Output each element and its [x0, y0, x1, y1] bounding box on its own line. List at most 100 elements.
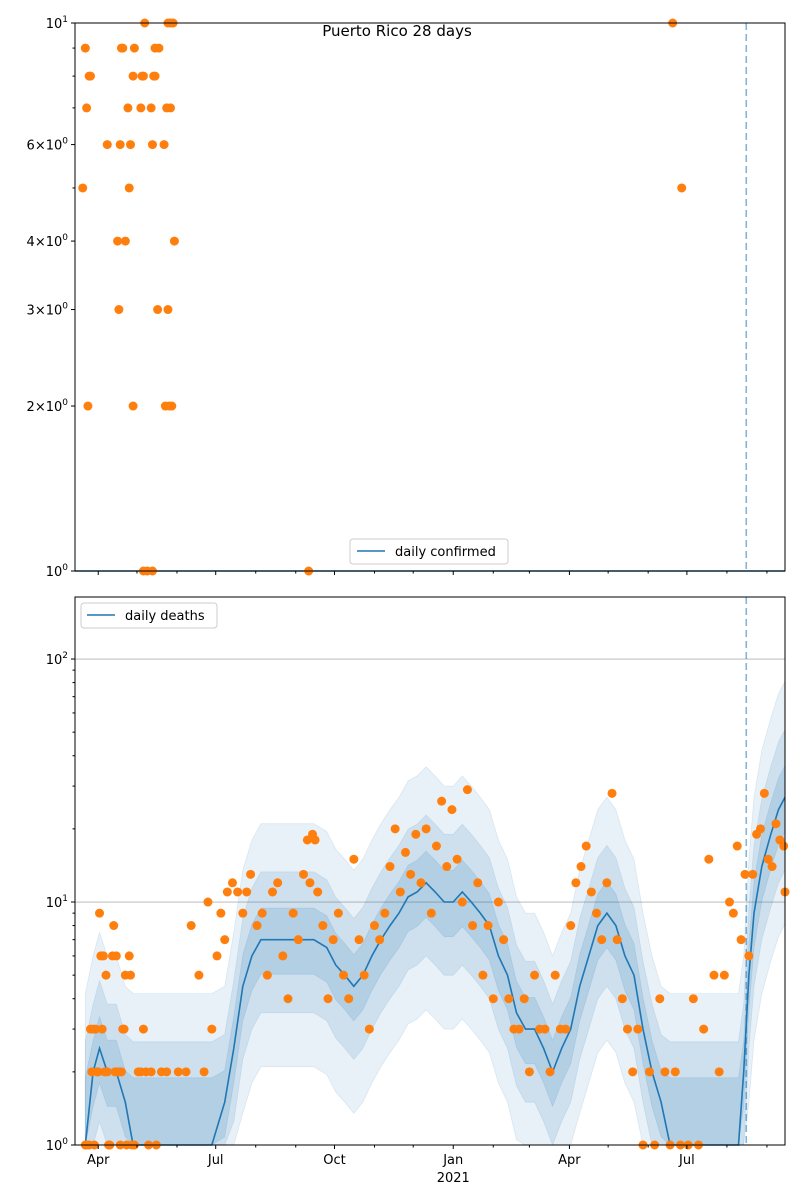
deaths-point	[540, 1024, 550, 1034]
deaths-axes-frame	[74, 596, 786, 1146]
x-tick-label: Jul	[678, 1153, 695, 1168]
deaths-point	[545, 1067, 555, 1077]
deaths-x-ticks: Apr Jul Oct Jan Apr Jul	[87, 1145, 768, 1168]
confirmed-point	[85, 71, 95, 81]
deaths-point	[561, 1024, 571, 1034]
deaths-point	[586, 887, 596, 897]
deaths-point	[262, 970, 272, 980]
deaths-point	[576, 862, 586, 872]
deaths-point	[252, 921, 262, 931]
deaths-point	[566, 921, 576, 931]
deaths-point	[146, 1067, 156, 1077]
deaths-point	[111, 951, 121, 961]
deaths-point	[519, 994, 529, 1004]
deaths-point	[617, 994, 627, 1004]
deaths-point	[736, 935, 746, 945]
deaths-point	[744, 951, 754, 961]
deaths-point	[313, 887, 323, 897]
deaths-point	[349, 854, 359, 864]
deaths-point	[238, 908, 248, 918]
deaths-point	[116, 1067, 126, 1077]
deaths-point	[437, 796, 447, 806]
y-tick-label: 2×100	[27, 398, 69, 415]
deaths-point	[748, 869, 758, 879]
deaths-point	[97, 1024, 107, 1034]
deaths-point	[452, 854, 462, 864]
confirmed-legend: daily confirmed	[349, 538, 509, 565]
deaths-point	[390, 824, 400, 834]
confirmed-point	[138, 71, 148, 81]
deaths-point	[779, 841, 789, 851]
confirmed-point	[129, 43, 139, 53]
legend-box	[80, 602, 218, 629]
confirmed-point	[136, 103, 146, 113]
deaths-point	[298, 869, 308, 879]
x-tick-label: Apr	[558, 1153, 581, 1168]
deaths-point	[592, 908, 602, 918]
deaths-point	[186, 921, 196, 931]
deaths-point	[421, 824, 431, 834]
confirmed-point	[124, 183, 134, 193]
deaths-point	[483, 921, 493, 931]
deaths-point	[699, 1024, 709, 1034]
deaths-point	[181, 1067, 191, 1077]
deaths-point	[714, 1067, 724, 1077]
deaths-point	[704, 854, 714, 864]
deaths-point	[571, 878, 581, 888]
confirmed-point	[677, 183, 687, 193]
legend-label: daily deaths	[125, 609, 205, 624]
confirmed-point	[114, 305, 124, 315]
deaths-point	[670, 1067, 680, 1077]
deaths-point	[328, 935, 338, 945]
deaths-point	[411, 829, 421, 839]
confirmed-point	[82, 103, 92, 113]
deaths-point	[709, 970, 719, 980]
confirmed-point	[154, 43, 164, 53]
deaths-point	[385, 862, 395, 872]
confirmed-point	[115, 140, 125, 150]
y-tick-label: 100	[46, 563, 69, 580]
deaths-legend: daily deaths	[80, 602, 218, 629]
y-tick-label: 101	[46, 15, 68, 32]
deaths-point	[194, 970, 204, 980]
deaths-point	[763, 854, 773, 864]
deaths-points	[80, 785, 790, 1150]
y-tick-label: 100	[46, 1137, 69, 1154]
deaths-series-line	[84, 796, 786, 1146]
deaths-point	[406, 869, 416, 879]
deaths-point	[771, 819, 781, 829]
deaths-point	[101, 970, 111, 980]
deaths-panel: 100 101 102 Apr Jul Oct Jan Apr Jul 2021 daily …	[46, 596, 790, 1186]
confirmed-point	[80, 43, 90, 53]
deaths-point	[278, 951, 288, 961]
x-tick-label: Jan	[442, 1153, 463, 1168]
confirmed-point	[163, 305, 173, 315]
x-tick-label: Apr	[87, 1153, 110, 1168]
confirmed-point	[128, 71, 138, 81]
deaths-point	[375, 935, 385, 945]
confirmed-point	[83, 401, 93, 411]
deaths-point	[462, 785, 472, 795]
deaths-point	[416, 878, 426, 888]
deaths-point	[457, 897, 467, 907]
deaths-point	[95, 908, 105, 918]
confirmed-y-ticks: 100 2×100 3×100 4×100 6×100 101	[27, 15, 75, 580]
deaths-point	[220, 935, 230, 945]
deaths-point	[493, 897, 503, 907]
deaths-point	[759, 788, 769, 798]
deaths-point	[447, 805, 457, 815]
deaths-point	[550, 970, 560, 980]
confirmed-point	[128, 401, 138, 411]
deaths-point	[688, 994, 698, 1004]
deaths-point	[478, 970, 488, 980]
confirmed-point	[169, 236, 179, 246]
deaths-point	[227, 878, 237, 888]
confirmed-point	[102, 140, 112, 150]
confirmed-point	[78, 183, 88, 193]
deaths-point	[602, 878, 612, 888]
deaths-point	[212, 951, 222, 961]
confirmed-x-ticks	[97, 571, 768, 575]
deaths-point	[268, 887, 278, 897]
deaths-point	[138, 1024, 148, 1034]
deaths-point	[359, 970, 369, 980]
